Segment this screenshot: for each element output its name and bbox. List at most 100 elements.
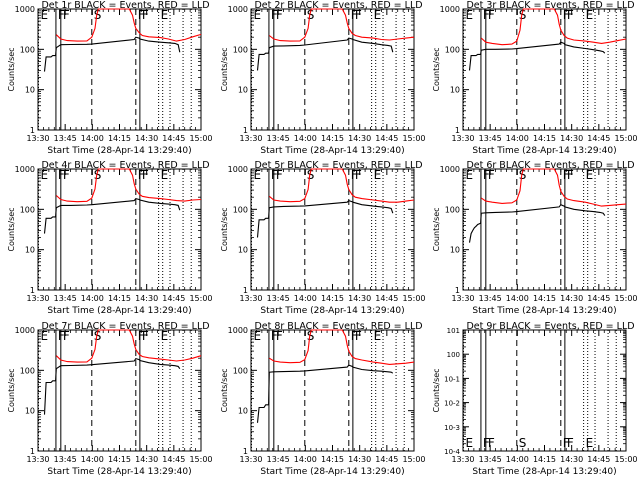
marker-label: F xyxy=(271,168,278,182)
x-tick-label: 15:00 xyxy=(402,134,425,143)
y-tick-label: 10-1 xyxy=(444,375,460,383)
x-tick-label: 14:15 xyxy=(533,294,556,303)
plot-frame xyxy=(250,8,415,131)
y-axis-label: Counts/sec xyxy=(220,368,229,412)
y-axis-label: Counts/sec xyxy=(432,368,441,412)
x-tick-label: 14:00 xyxy=(81,294,104,303)
panel-8: Det 8r BLACK = Events, RED = LLD Counts/s… xyxy=(220,321,426,477)
y-tick-label: 10 xyxy=(238,407,248,416)
marker-label: E xyxy=(253,8,261,22)
marker-label: F xyxy=(355,8,362,22)
y-tick-label: 1 xyxy=(30,126,35,135)
plot-frame xyxy=(37,329,202,452)
marker-label: S xyxy=(94,168,102,182)
x-tick-label: 14:30 xyxy=(560,294,583,303)
y-tick-label: 1000 xyxy=(15,326,35,335)
x-tick-label: 14:30 xyxy=(348,134,371,143)
x-tick-label: 13:30 xyxy=(451,134,474,143)
series-lld xyxy=(480,8,627,46)
x-tick-label: 15:00 xyxy=(402,294,425,303)
marker-label: E xyxy=(253,168,261,182)
y-tick-label: 1000 xyxy=(15,165,35,174)
y-tick-label: 100 xyxy=(233,366,248,375)
y-axis-label: Counts/sec xyxy=(432,207,441,251)
y-tick-label: 1000 xyxy=(228,326,248,335)
marker-label: F xyxy=(488,8,495,22)
plot-frame xyxy=(37,8,202,131)
x-tick-label: 15:00 xyxy=(189,134,212,143)
marker-label: F xyxy=(276,8,283,22)
marker-label: E xyxy=(374,329,382,343)
panel-title: Det 4r BLACK = Events, RED = LLD xyxy=(41,160,209,171)
y-tick-label: 10 xyxy=(25,86,35,95)
marker-label: E xyxy=(465,8,473,22)
x-tick-label: 15:00 xyxy=(189,455,212,464)
x-tick-label: 14:45 xyxy=(375,294,398,303)
y-tick-label: 10-4 xyxy=(444,448,460,456)
marker-label: F xyxy=(563,8,570,22)
marker-label: F xyxy=(355,329,362,343)
marker-label: F xyxy=(271,329,278,343)
marker-label: E xyxy=(40,168,48,182)
x-tick-label: 13:45 xyxy=(54,455,77,464)
marker-label: F xyxy=(567,8,574,22)
plot-frame xyxy=(462,168,627,291)
marker-label: S xyxy=(94,8,102,22)
panel-title: Det 9r BLACK = Events, RED = LLD xyxy=(466,321,634,332)
series-events xyxy=(256,199,394,238)
x-tick-label: 14:00 xyxy=(506,134,529,143)
marker-label: E xyxy=(374,168,382,182)
marker-label: S xyxy=(307,168,315,182)
marker-label: F xyxy=(276,168,283,182)
plot-frame xyxy=(462,8,627,131)
y-axis-label: Counts/sec xyxy=(7,207,16,251)
x-tick-label: 14:15 xyxy=(533,455,556,464)
marker-label: F xyxy=(563,168,570,182)
x-tick-label: 15:00 xyxy=(614,455,637,464)
x-axis-label: Start Time (28-Apr-14 13:29:40) xyxy=(260,467,404,477)
y-tick-label: 1 xyxy=(455,126,460,135)
series-events xyxy=(256,37,394,71)
plot-frame xyxy=(250,168,415,291)
y-tick-label: 10-3 xyxy=(444,424,460,432)
x-tick-label: 13:30 xyxy=(451,294,474,303)
marker-label: F xyxy=(483,8,490,22)
marker-label: E xyxy=(374,8,382,22)
x-tick-label: 13:45 xyxy=(54,134,77,143)
y-tick-label: 1000 xyxy=(15,5,35,14)
y-tick-label: 1 xyxy=(243,447,248,456)
marker-label: E xyxy=(161,329,169,343)
x-axis-label: Start Time (28-Apr-14 13:29:40) xyxy=(47,146,191,156)
marker-label: E xyxy=(40,8,48,22)
x-tick-label: 14:15 xyxy=(321,134,344,143)
x-tick-label: 14:15 xyxy=(321,294,344,303)
marker-label: E xyxy=(465,436,473,450)
marker-label: F xyxy=(138,329,145,343)
y-axis-label: Counts/sec xyxy=(220,207,229,251)
panel-6: Det 6r BLACK = Events, RED = LLD Counts/s… xyxy=(432,160,638,316)
y-tick-label: 1000 xyxy=(228,165,248,174)
series-lld xyxy=(268,8,415,42)
x-tick-label: 13:45 xyxy=(479,294,502,303)
y-tick-label: 10 xyxy=(25,407,35,416)
x-axis-label: Start Time (28-Apr-14 13:29:40) xyxy=(472,467,616,477)
plot-frame xyxy=(37,168,202,291)
x-tick-label: 13:30 xyxy=(451,455,474,464)
y-tick-label: 100 xyxy=(233,205,248,214)
x-tick-label: 15:00 xyxy=(614,294,637,303)
series-events xyxy=(43,36,181,72)
marker-label: S xyxy=(94,329,102,343)
x-axis-label: Start Time (28-Apr-14 13:29:40) xyxy=(47,306,191,316)
marker-label: E xyxy=(253,329,261,343)
y-axis-label: Counts/sec xyxy=(432,47,441,91)
marker-label: E xyxy=(161,168,169,182)
y-tick-label: 1 xyxy=(30,286,35,295)
y-tick-label: 10-2 xyxy=(444,400,460,408)
x-tick-label: 14:45 xyxy=(375,134,398,143)
x-tick-label: 14:45 xyxy=(587,134,610,143)
x-tick-label: 13:30 xyxy=(239,294,262,303)
x-tick-label: 14:45 xyxy=(375,455,398,464)
series-lld xyxy=(480,168,627,207)
marker-label: S xyxy=(519,436,527,450)
y-tick-label: 1000 xyxy=(440,5,460,14)
